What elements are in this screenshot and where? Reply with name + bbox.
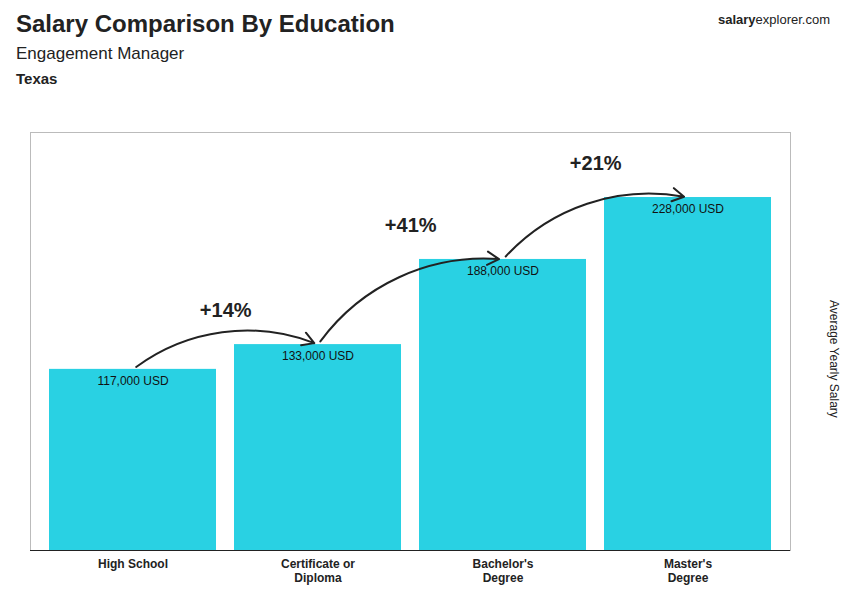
html-text:Texas: Texas: [16, 70, 58, 87]
svg-text:Bachelor'sDegree: Bachelor'sDegree: [473, 557, 534, 585]
svg-text:228,000 USD: 228,000 USD: [652, 202, 724, 216]
svg-text:188,000 USD: 188,000 USD: [467, 264, 539, 278]
html-text:Engagement Manager: Engagement Manager: [16, 44, 185, 63]
svg-text:133,000 USD: 133,000 USD: [282, 349, 354, 363]
html-text:Average Yearly Salary: Average Yearly Salary: [827, 300, 841, 418]
svg-text:+14%: +14%: [200, 299, 252, 321]
svg-text:117,000 USD: 117,000 USD: [97, 374, 168, 388]
svg-text:+41%: +41%: [385, 214, 437, 236]
html-text:salary explorer.com: salary explorer.com: [718, 12, 830, 27]
html-text:Salary Comparison By Education: Salary Comparison By Education: [16, 10, 395, 37]
svg-text:High School: High School: [98, 557, 168, 571]
svg-text:Master'sDegree: Master'sDegree: [664, 557, 713, 585]
svg-text:+21%: +21%: [570, 152, 622, 174]
svg-text:Certificate orDiploma: Certificate orDiploma: [281, 557, 355, 585]
